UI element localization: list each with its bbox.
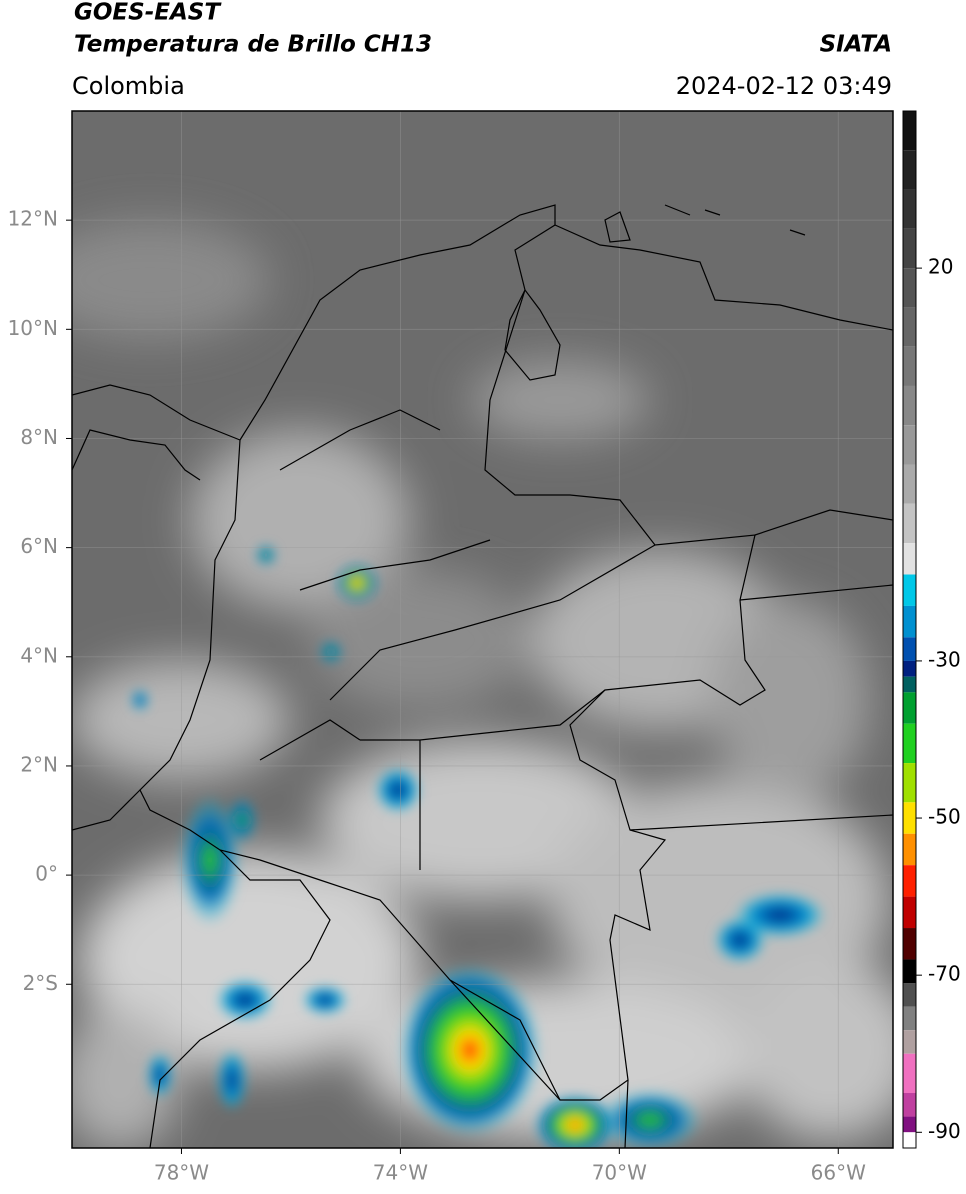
colorbar-band [903,268,916,308]
colorbar-band [903,189,916,229]
lon-tick-label: 74°W [373,1161,428,1185]
colorbar-band [903,346,916,386]
convective-cells [132,545,825,1148]
colorbar-band [903,1116,916,1133]
colorbar-band [903,574,916,606]
colorbar-band [903,1093,916,1117]
lat-tick-label: 12°N [8,207,58,231]
boundaries [72,204,893,1148]
colorbar-band [903,503,916,544]
colorbar-band [903,1132,916,1148]
title: GOES-EAST [74,0,222,26]
colorbar-band [903,833,916,866]
colorbar-band [903,959,916,984]
departments [259,409,656,870]
colorbar-band [903,723,916,764]
ecuador-peru [72,789,561,1148]
colorbar-band [903,425,916,465]
lat-tick-label: 10°N [8,316,58,340]
colorbar-band [903,896,916,929]
brazil-venezuela [624,509,893,1148]
region: Colombia [72,72,185,100]
subtitle: Temperatura de Brillo CH13 [74,32,432,58]
islands [604,204,806,243]
panama-coast [72,384,241,481]
colorbar-tick-label: -30 [928,647,961,671]
colorbar-band [903,307,916,347]
lat-tick-label: 2°S [23,971,58,995]
colorbar-band [903,385,916,426]
colorbar-tick-label: -90 [928,1119,961,1143]
colorbar-band [903,676,916,693]
colorbar-band [903,928,916,960]
colorbar-band [903,637,916,661]
source: SIATA [820,32,892,58]
lake-maracaibo [504,288,561,381]
colorbar-band [903,660,916,677]
colorbar-tick-label: 20 [928,255,953,279]
lat-tick-label: 0° [35,862,58,886]
colorbar-frame [902,110,917,1149]
colorbar-band [903,983,916,1007]
venezuela-coast [554,224,893,331]
colombia-border [139,204,766,1101]
colorbar-band [903,111,916,151]
lat-tick-label: 4°N [20,643,58,667]
colorbar-band [903,228,916,269]
colorbar-band [903,763,916,803]
colorbar-band [903,464,916,504]
lon-tick-label: 78°W [154,1161,209,1185]
colorbar-band [903,1053,916,1094]
lat-tick-label: 2°N [20,752,58,776]
colorbar-tick-label: -50 [928,805,961,829]
colorbar-band [903,605,916,638]
satellite-image [72,111,893,1148]
colorbar-band [903,543,916,575]
colorbar-band [903,1030,916,1054]
lon-tick-label: 70°W [592,1161,647,1185]
colorbar [903,111,916,1148]
datetime: 2024-02-12 03:49 [676,72,892,100]
colorbar-band [903,865,916,897]
colorbar-tick-label: -70 [928,962,961,986]
map-frame [71,110,894,1149]
colorbar-band [903,150,916,190]
lat-tick-label: 8°N [20,425,58,449]
colorbar-band [903,802,916,834]
colorbar-band [903,1006,916,1031]
graticule [72,111,893,1148]
lat-tick-label: 6°N [20,534,58,558]
lon-tick-label: 66°W [811,1161,866,1185]
colorbar-band [903,692,916,724]
